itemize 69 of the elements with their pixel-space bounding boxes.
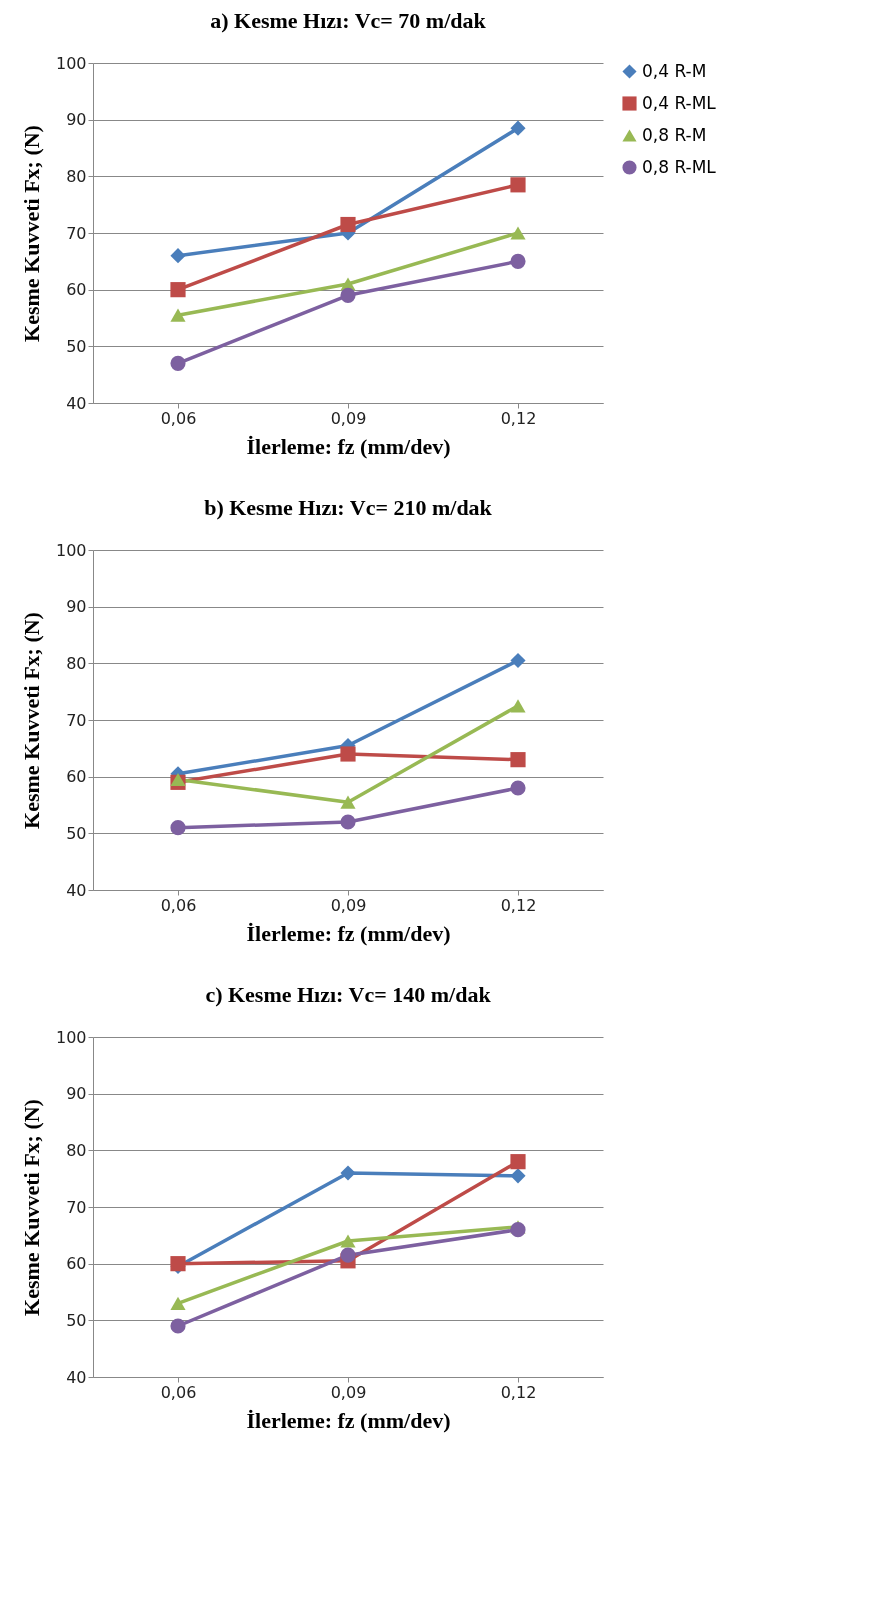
point bbox=[170, 1318, 186, 1334]
point bbox=[170, 820, 186, 836]
point bbox=[510, 652, 526, 669]
chart-title: a) Kesme Hızı: Vc= 70 m/dak bbox=[210, 8, 487, 33]
point bbox=[340, 1234, 356, 1248]
y-tick-label: 70 bbox=[66, 223, 87, 243]
y-tick-label: 80 bbox=[66, 166, 87, 186]
y-tick-label: 80 bbox=[66, 653, 87, 673]
y-tick-label: 60 bbox=[66, 1254, 87, 1274]
point bbox=[340, 814, 356, 830]
x-tick-label: 0,09 bbox=[330, 408, 367, 428]
x-axis-title: İlerleme: fz (mm/dev) bbox=[246, 920, 451, 946]
x-tick-label: 0,09 bbox=[330, 895, 367, 915]
y-tick-label: 70 bbox=[66, 710, 87, 730]
y-tick-label: 40 bbox=[66, 1367, 87, 1387]
y-axis-title: Kesme Kuvveti Fx; (N) bbox=[18, 125, 44, 342]
point bbox=[170, 355, 186, 371]
point bbox=[510, 780, 526, 796]
point bbox=[340, 1247, 356, 1263]
point bbox=[510, 226, 526, 240]
y-tick-label: 80 bbox=[66, 1140, 87, 1160]
y-axis-title: Kesme Kuvveti Fx; (N) bbox=[18, 1099, 44, 1316]
y-tick-label: 60 bbox=[66, 280, 87, 300]
legend-label: 0,8 R-ML bbox=[642, 156, 717, 177]
y-tick-label: 100 bbox=[55, 53, 87, 73]
point bbox=[340, 746, 356, 762]
x-tick-label: 0,06 bbox=[160, 895, 197, 915]
y-tick-label: 50 bbox=[66, 336, 87, 356]
point bbox=[340, 287, 356, 303]
y-tick-label: 40 bbox=[66, 880, 87, 900]
point bbox=[170, 308, 186, 322]
y-tick-label: 50 bbox=[66, 823, 87, 843]
y-tick-label: 50 bbox=[66, 1310, 87, 1330]
point bbox=[510, 253, 526, 269]
point bbox=[170, 1296, 186, 1310]
y-tick-label: 90 bbox=[66, 1084, 87, 1104]
y-tick-label: 40 bbox=[66, 393, 87, 413]
point bbox=[510, 699, 526, 713]
chart-title: b) Kesme Hızı: Vc= 210 m/dak bbox=[204, 495, 493, 520]
point bbox=[510, 1168, 526, 1184]
legend-label: 0,8 R-M bbox=[642, 124, 707, 145]
y-tick-label: 100 bbox=[55, 540, 87, 560]
point bbox=[340, 795, 356, 809]
x-axis-title: İlerleme: fz (mm/dev) bbox=[246, 433, 451, 459]
y-tick-label: 90 bbox=[66, 597, 87, 617]
chart-title: c) Kesme Hızı: Vc= 140 m/dak bbox=[205, 982, 492, 1007]
y-tick-label: 70 bbox=[66, 1197, 87, 1217]
point bbox=[510, 177, 526, 193]
y-axis-title: Kesme Kuvveti Fx; (N) bbox=[18, 612, 44, 829]
x-tick-label: 0,12 bbox=[500, 895, 537, 915]
y-tick-label: 100 bbox=[55, 1027, 87, 1047]
point bbox=[510, 752, 526, 768]
point bbox=[510, 1154, 526, 1170]
point bbox=[510, 1222, 526, 1238]
legend-label: 0,4 R-ML bbox=[642, 92, 717, 113]
x-tick-label: 0,12 bbox=[500, 1382, 537, 1402]
x-axis-title: İlerleme: fz (mm/dev) bbox=[246, 1407, 451, 1433]
x-tick-label: 0,12 bbox=[500, 408, 537, 428]
point bbox=[170, 248, 186, 264]
point bbox=[170, 282, 186, 298]
y-tick-label: 60 bbox=[66, 767, 87, 787]
point bbox=[510, 120, 526, 136]
y-tick-label: 90 bbox=[66, 110, 87, 130]
x-tick-label: 0,09 bbox=[330, 1382, 367, 1402]
x-tick-label: 0,06 bbox=[160, 1382, 197, 1402]
legend-label: 0,4 R-M bbox=[642, 60, 707, 81]
point bbox=[340, 216, 356, 233]
point bbox=[340, 1165, 356, 1181]
x-tick-label: 0,06 bbox=[160, 408, 197, 428]
